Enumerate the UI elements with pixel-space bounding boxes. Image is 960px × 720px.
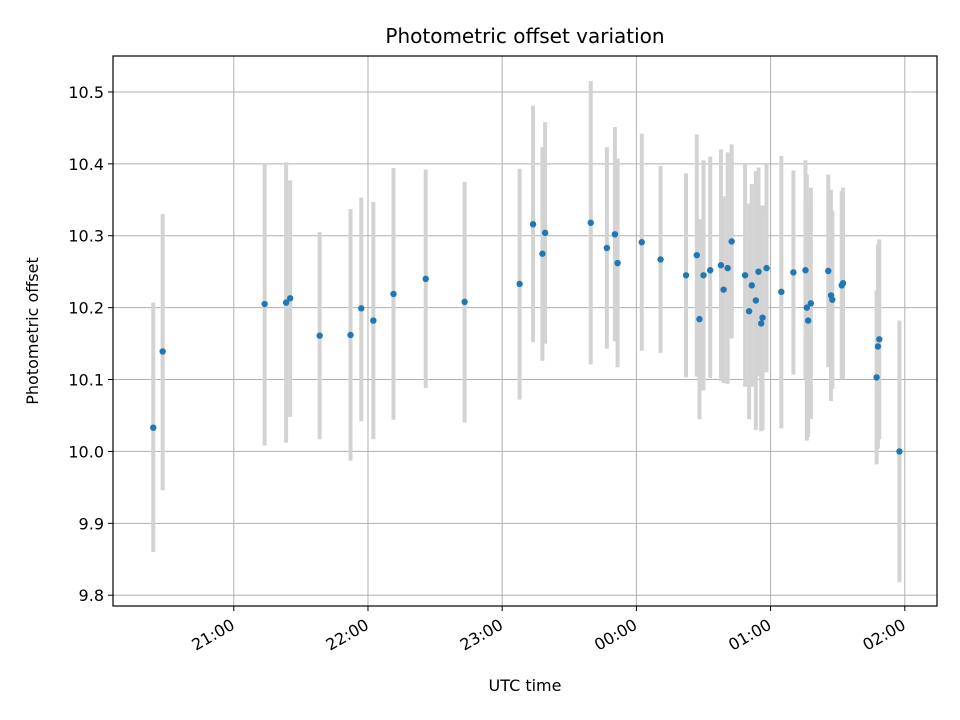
data-point <box>316 332 323 339</box>
data-point <box>741 272 749 279</box>
plot-frame <box>112 55 938 607</box>
data-point <box>745 308 753 315</box>
data-point <box>358 305 365 312</box>
data-point <box>876 336 883 343</box>
data-point <box>717 262 725 269</box>
data-point <box>706 267 714 274</box>
data-point <box>587 219 594 226</box>
data-point <box>516 280 523 288</box>
grid-lines <box>113 56 937 606</box>
data-point <box>541 229 549 237</box>
data-point <box>825 267 832 275</box>
x-axis-label: UTC time <box>489 676 562 695</box>
data-point <box>752 297 760 304</box>
data-points <box>150 219 903 455</box>
data-point <box>700 272 707 279</box>
y-tick-label: 10.4 <box>68 155 104 174</box>
data-point <box>778 288 785 296</box>
y-axis-label: Photometric offset <box>23 257 42 405</box>
data-point <box>638 239 645 246</box>
y-tick-label: 10.5 <box>68 83 104 102</box>
data-point <box>682 272 690 279</box>
y-tick-label: 10.0 <box>68 442 104 461</box>
data-point <box>159 348 166 355</box>
data-point <box>803 304 811 311</box>
y-tick-label: 10.2 <box>68 299 104 318</box>
data-point <box>728 238 735 245</box>
y-tick-label: 9.8 <box>79 586 104 605</box>
data-point <box>611 231 619 238</box>
data-point <box>150 424 157 431</box>
data-point <box>748 282 756 289</box>
data-point <box>461 298 468 306</box>
data-point <box>802 267 809 274</box>
data-point <box>804 317 812 324</box>
y-axis-ticks: 9.8 9.9 10.0 10.1 10.2 10.3 10.4 10.5 <box>68 83 113 605</box>
data-point <box>873 374 880 381</box>
data-point <box>839 279 847 287</box>
data-point <box>657 256 664 263</box>
data-point <box>693 251 700 259</box>
data-point <box>896 448 903 455</box>
y-tick-label: 9.9 <box>79 514 104 533</box>
data-point <box>763 264 770 272</box>
data-point <box>724 264 731 272</box>
data-point <box>790 269 797 276</box>
data-point <box>755 268 762 275</box>
data-point <box>390 290 397 298</box>
data-point <box>720 286 727 293</box>
data-point <box>807 300 815 307</box>
data-point <box>261 300 268 308</box>
data-point <box>759 314 766 321</box>
data-point <box>696 315 703 323</box>
data-point <box>529 221 537 228</box>
data-point <box>370 317 377 324</box>
data-point <box>603 244 611 252</box>
data-point <box>829 296 836 303</box>
chart-title: Photometric offset variation <box>385 24 664 48</box>
data-point <box>614 259 621 267</box>
data-point <box>874 343 882 350</box>
y-tick-label: 10.1 <box>68 371 104 390</box>
y-tick-label: 10.3 <box>68 227 104 246</box>
data-point <box>286 295 294 302</box>
data-point <box>282 299 290 306</box>
data-point <box>539 250 546 257</box>
data-point <box>422 275 429 283</box>
data-point <box>757 320 765 327</box>
data-point <box>347 331 354 339</box>
